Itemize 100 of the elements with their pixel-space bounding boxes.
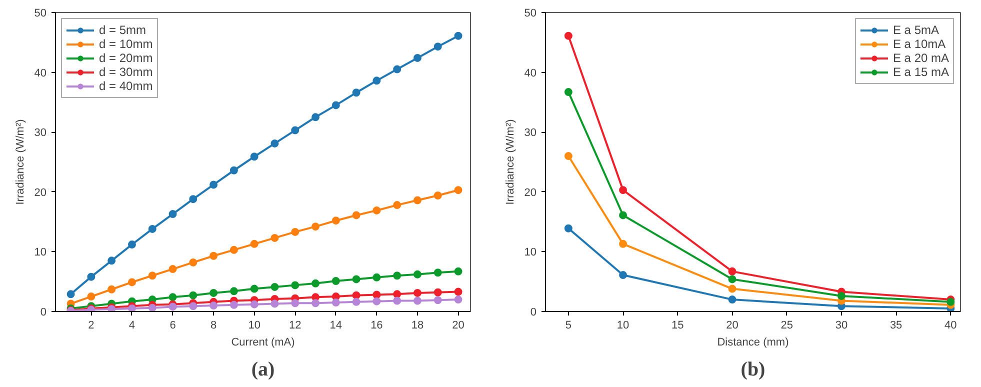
y-tick-label: 50: [524, 8, 537, 20]
point: [454, 186, 462, 194]
point: [250, 152, 258, 161]
point: [210, 252, 218, 260]
point: [564, 224, 572, 232]
point: [454, 32, 462, 40]
point: [393, 272, 402, 280]
point: [728, 284, 736, 293]
point: [210, 288, 218, 297]
point: [66, 290, 75, 298]
legend-label: d = 5mm: [99, 23, 146, 37]
point: [210, 180, 218, 189]
point: [413, 270, 422, 278]
x-tick-label: 18: [411, 320, 424, 332]
point: [189, 195, 198, 204]
point: [312, 279, 320, 288]
legend-label: E a 20 mA: [892, 51, 949, 65]
x-tick-label: 15: [672, 320, 684, 332]
point: [332, 101, 340, 110]
x-tick-label: 25: [780, 320, 793, 332]
point: [619, 271, 628, 280]
point: [372, 76, 381, 85]
y-axis-title: Irradiance (W/m²): [504, 119, 516, 205]
point: [230, 300, 238, 309]
point: [270, 139, 279, 148]
point: [250, 300, 258, 308]
legend-label: d = 20mm: [99, 51, 153, 65]
x-tick-label: 14: [330, 320, 342, 332]
point: [454, 288, 462, 296]
point: [352, 291, 360, 300]
point: [189, 291, 198, 300]
point: [372, 290, 381, 299]
point: [728, 296, 736, 304]
point: [564, 32, 572, 40]
point: [393, 65, 402, 74]
point: [372, 297, 381, 306]
point: [564, 88, 572, 96]
point: [250, 284, 258, 293]
y-tick-label: 0: [40, 306, 47, 318]
point: [332, 298, 340, 307]
y-tick-label: 40: [524, 67, 537, 80]
point: [87, 272, 96, 281]
point: [372, 206, 381, 214]
point: [434, 191, 442, 200]
point: [168, 210, 177, 218]
point: [148, 272, 156, 280]
y-tick-label: 20: [34, 186, 47, 199]
point: [413, 288, 422, 297]
point: [837, 292, 846, 300]
x-tick-label: 20: [452, 320, 464, 332]
y-tick-label: 10: [524, 246, 537, 259]
point: [728, 267, 736, 276]
point: [128, 304, 136, 312]
point: [454, 267, 462, 276]
point: [168, 265, 177, 274]
point: [230, 166, 238, 174]
legend-label: d = 10mm: [99, 37, 153, 51]
legend-label: E a 15 mA: [892, 65, 949, 79]
legend-label: E a 10mA: [892, 37, 946, 51]
point: [270, 234, 279, 242]
point: [434, 42, 442, 51]
point: [87, 292, 96, 301]
point: [393, 201, 402, 210]
point: [189, 258, 198, 266]
point: [291, 299, 300, 308]
x-axis-title: Current (mA): [231, 336, 295, 348]
point: [393, 296, 402, 305]
text: (b): [740, 358, 766, 380]
point: [454, 296, 462, 304]
point: [270, 282, 279, 291]
x-tick-label: 16: [370, 320, 383, 332]
y-tick-label: 30: [524, 127, 537, 140]
point: [148, 304, 156, 312]
x-tick-label: 2: [88, 320, 94, 332]
point: [312, 299, 320, 308]
point: [108, 256, 116, 265]
legend-label: d = 30mm: [99, 65, 153, 79]
x-tick-label: 10: [248, 320, 260, 332]
point: [619, 240, 628, 248]
x-tick-label: 4: [128, 320, 136, 332]
point: [372, 273, 381, 282]
y-tick-label: 40: [34, 67, 47, 80]
point: [291, 281, 300, 290]
point: [312, 113, 320, 122]
point: [108, 285, 116, 294]
point: [619, 186, 628, 194]
point: [230, 287, 238, 296]
y-tick-label: 20: [524, 186, 537, 199]
x-tick-label: 35: [890, 320, 902, 332]
y-tick-label: 30: [34, 127, 47, 140]
x-tick-label: 20: [726, 320, 738, 332]
point: [434, 288, 442, 296]
point: [210, 302, 218, 310]
point: [332, 277, 340, 285]
point: [168, 293, 177, 302]
point: [291, 228, 300, 236]
point: [352, 211, 360, 220]
point: [291, 126, 300, 134]
point: [413, 196, 422, 204]
x-tick-label: 8: [210, 320, 217, 332]
